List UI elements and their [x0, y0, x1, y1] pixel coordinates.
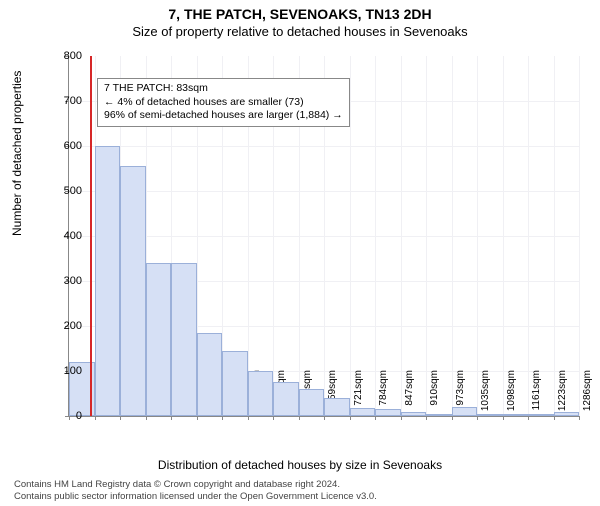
ytick-label: 600: [42, 140, 82, 152]
y-axis-label: Number of detached properties: [10, 71, 24, 236]
x-axis-label: Distribution of detached houses by size …: [0, 458, 600, 472]
gridline-v: [554, 56, 555, 416]
xtick-label: 1161sqm: [531, 370, 542, 420]
ytick-label: 0: [42, 410, 82, 422]
histogram-bar: [350, 408, 376, 416]
histogram-bar: [426, 414, 452, 416]
xtick-mark: [426, 416, 427, 420]
xtick-mark: [299, 416, 300, 420]
property-marker-line: [90, 56, 92, 416]
xtick-mark: [171, 416, 172, 420]
xtick-mark: [222, 416, 223, 420]
ytick-label: 700: [42, 95, 82, 107]
gridline-v: [401, 56, 402, 416]
info-box: 7 THE PATCH: 83sqm← 4% of detached house…: [97, 78, 350, 127]
xtick-label: 1098sqm: [506, 370, 517, 420]
xtick-mark: [120, 416, 121, 420]
gridline-v: [579, 56, 580, 416]
histogram-bar: [503, 414, 529, 416]
xtick-mark: [579, 416, 580, 420]
plot-region: 31sqm94sqm157sqm219sqm282sqm345sqm408sqm…: [68, 56, 579, 417]
histogram-bar: [452, 407, 478, 416]
histogram-bar: [299, 389, 325, 416]
xtick-mark: [452, 416, 453, 420]
histogram-bar: [248, 371, 274, 416]
xtick-mark: [146, 416, 147, 420]
xtick-mark: [477, 416, 478, 420]
footer-line-2: Contains public sector information licen…: [14, 491, 377, 502]
histogram-bar: [197, 333, 223, 416]
gridline-v: [528, 56, 529, 416]
histogram-bar: [171, 263, 197, 416]
ytick-label: 200: [42, 320, 82, 332]
xtick-mark: [401, 416, 402, 420]
gridline-v: [452, 56, 453, 416]
histogram-bar: [222, 351, 248, 416]
histogram-bar: [528, 414, 554, 416]
gridline-v: [503, 56, 504, 416]
gridline-v: [375, 56, 376, 416]
xtick-mark: [197, 416, 198, 420]
histogram-bar: [95, 146, 121, 416]
xtick-mark: [375, 416, 376, 420]
footer-line-1: Contains HM Land Registry data © Crown c…: [14, 479, 377, 490]
xtick-mark: [350, 416, 351, 420]
chart-title: 7, THE PATCH, SEVENOAKS, TN13 2DH: [0, 6, 600, 22]
xtick-mark: [554, 416, 555, 420]
xtick-mark: [503, 416, 504, 420]
histogram-bar: [375, 409, 401, 416]
histogram-bar: [477, 414, 503, 416]
info-box-line: 7 THE PATCH: 83sqm: [104, 82, 343, 96]
chart-subtitle: Size of property relative to detached ho…: [0, 24, 600, 39]
xtick-mark: [324, 416, 325, 420]
ytick-label: 500: [42, 185, 82, 197]
xtick-mark: [95, 416, 96, 420]
ytick-label: 300: [42, 275, 82, 287]
chart-area: 31sqm94sqm157sqm219sqm282sqm345sqm408sqm…: [68, 56, 578, 416]
histogram-bar: [401, 412, 427, 416]
xtick-label: 1286sqm: [582, 370, 593, 420]
histogram-bar: [324, 398, 350, 416]
info-box-line: 96% of semi-detached houses are larger (…: [104, 109, 343, 123]
xtick-mark: [248, 416, 249, 420]
footer-attribution: Contains HM Land Registry data © Crown c…: [14, 479, 377, 502]
histogram-bar: [120, 166, 146, 416]
histogram-bar: [554, 412, 580, 416]
ytick-label: 400: [42, 230, 82, 242]
histogram-bar: [146, 263, 172, 416]
xtick-mark: [273, 416, 274, 420]
gridline-v: [477, 56, 478, 416]
ytick-label: 800: [42, 50, 82, 62]
ytick-label: 100: [42, 365, 82, 377]
xtick-label: 910sqm: [429, 370, 440, 420]
xtick-mark: [528, 416, 529, 420]
gridline-v: [426, 56, 427, 416]
histogram-bar: [273, 382, 299, 416]
info-box-line: ← 4% of detached houses are smaller (73): [104, 96, 343, 110]
xtick-label: 1035sqm: [480, 370, 491, 420]
